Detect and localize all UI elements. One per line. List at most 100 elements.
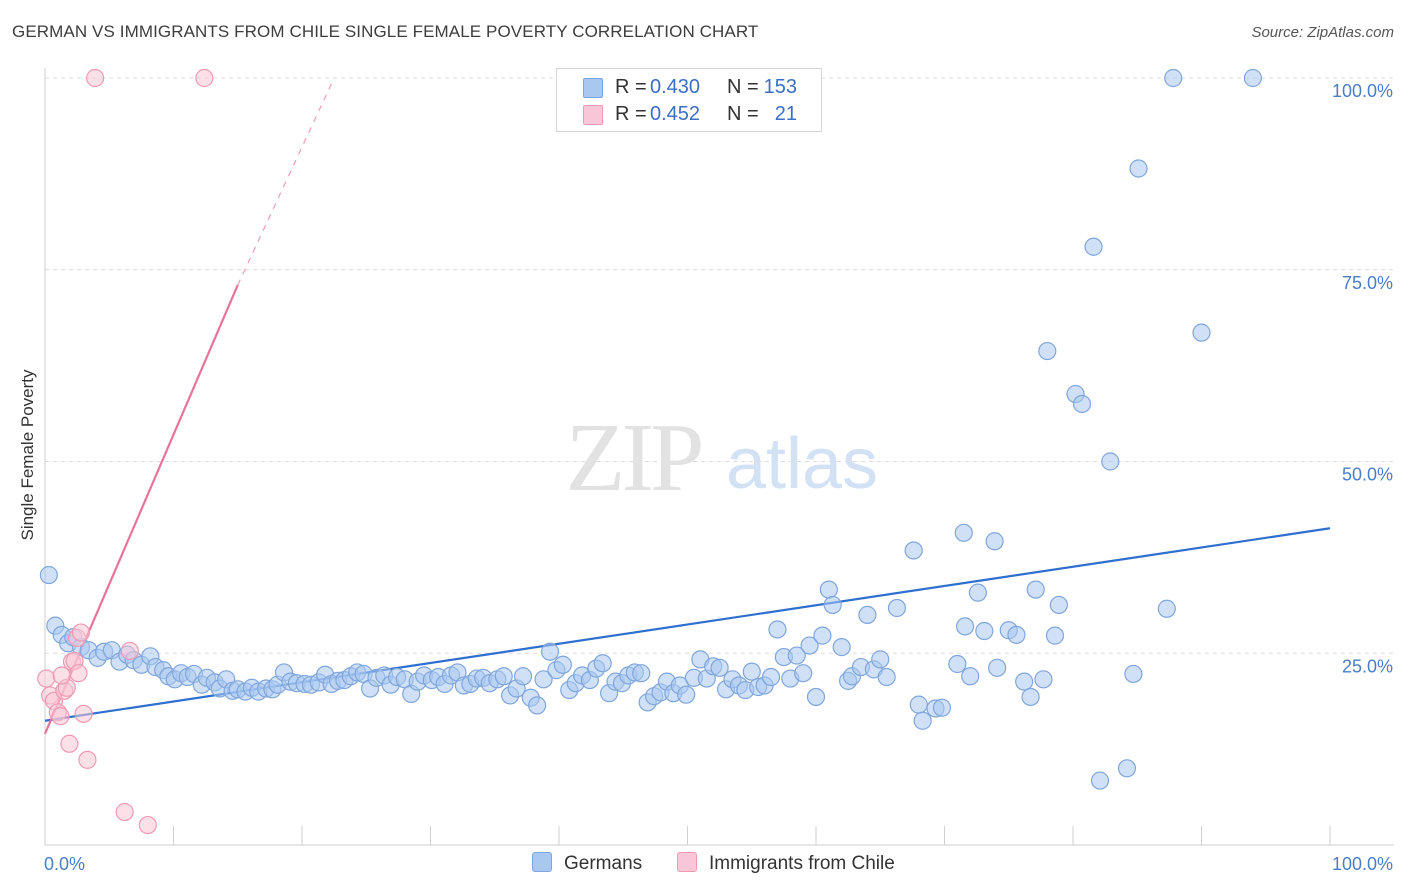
chile-point [115, 802, 134, 822]
german-point [553, 655, 572, 674]
german-point [677, 685, 696, 704]
german-point [1038, 341, 1057, 361]
german-point [1084, 237, 1103, 256]
german-point [39, 565, 58, 585]
watermark-atlas: atlas [726, 424, 878, 504]
german-point [1164, 68, 1183, 88]
german-point [877, 667, 896, 687]
r-value-germans: 0.430 [650, 76, 701, 98]
german-point [961, 667, 980, 686]
german-point [1021, 687, 1040, 707]
chile-point [52, 666, 71, 685]
german-point [761, 667, 781, 687]
watermark-zip: ZIP [566, 404, 701, 512]
german-point [800, 636, 819, 655]
chile-trend-extension [237, 77, 335, 286]
chile-point [120, 641, 139, 661]
chile-point [60, 734, 79, 753]
german-point [794, 664, 813, 683]
german-point [513, 667, 533, 686]
german-point [819, 580, 838, 599]
german-point [806, 687, 826, 707]
chile-point [69, 664, 88, 683]
german-point [955, 617, 975, 636]
german-point [909, 695, 928, 714]
legend-label-germans: Germans [564, 853, 643, 874]
chile-point [78, 750, 97, 769]
source-note: Source: ZipAtlas.com [1251, 24, 1394, 41]
german-point [988, 658, 1007, 677]
x-tick-label: 100.0% [1332, 854, 1393, 874]
n-label: N = [727, 76, 759, 98]
legend-item-chile: Immigrants from Chile [677, 852, 895, 876]
german-point [1124, 664, 1143, 684]
chile-point [71, 623, 91, 642]
german-point [948, 654, 967, 674]
grid-lines [45, 77, 1394, 654]
german-point [823, 595, 842, 615]
german-point [1192, 323, 1211, 342]
x-tick-label: 0.0% [44, 854, 85, 874]
german-point [494, 667, 513, 686]
german-point [1034, 670, 1053, 689]
german-point [975, 621, 994, 641]
german-point [832, 638, 851, 657]
legend-swatch-chile [677, 852, 697, 872]
chile-point [195, 68, 214, 88]
german-point [1243, 68, 1263, 88]
axes [44, 68, 1394, 846]
chile-point [74, 704, 93, 723]
n-label: N = [727, 103, 759, 125]
chile-point [86, 68, 105, 88]
german-point [528, 696, 547, 715]
german-point [913, 711, 932, 730]
y-tick-label: 75.0% [1342, 273, 1393, 293]
german-point [1072, 394, 1092, 414]
r-label: R = [615, 103, 647, 125]
stats-swatch-germans [583, 78, 603, 98]
legend-item-germans: Germans [532, 852, 642, 876]
german-point [540, 642, 560, 661]
german-point [904, 541, 923, 560]
legend-label-chile: Immigrants from Chile [709, 853, 895, 874]
r-value-chile: 0.452 [650, 103, 701, 125]
german-point [813, 626, 832, 645]
n-value-germans: 153 [763, 76, 797, 98]
stats-swatch-chile [583, 105, 603, 125]
german-point [768, 620, 787, 639]
y-tick-label: 25.0% [1342, 656, 1393, 676]
german-point [1045, 626, 1065, 645]
german-point [1007, 625, 1026, 644]
watermark: ZIP atlas [566, 404, 879, 512]
german-point [593, 654, 612, 673]
german-point [1090, 771, 1110, 790]
german-point [858, 605, 877, 625]
german-point [954, 523, 973, 542]
tick-labels: 25.0% 50.0% 75.0% 100.0% 0.0% 100.0% [44, 81, 1393, 874]
german-point [1117, 759, 1137, 778]
german-point [1157, 599, 1176, 618]
german-point [742, 662, 761, 681]
german-point [985, 532, 1004, 551]
stats-box: R = 0.430 N = 153 R = 0.452 N = 21 [556, 68, 822, 132]
chart-title: GERMAN VS IMMIGRANTS FROM CHILE SINGLE F… [12, 22, 759, 41]
legend-swatch-germans [532, 852, 552, 872]
german-point [534, 670, 553, 689]
german-point [871, 650, 890, 669]
german-point [968, 583, 988, 602]
german-point [1026, 580, 1045, 599]
n-value-chile: 21 [774, 103, 797, 125]
german-point [787, 646, 806, 665]
german-point [1015, 672, 1034, 691]
german-point [1101, 452, 1120, 471]
german-point [1129, 159, 1148, 178]
chile-point [138, 815, 157, 835]
chile-point [37, 669, 56, 688]
data-points [37, 68, 1263, 835]
y-tick-label: 100.0% [1332, 81, 1393, 101]
german-point [887, 598, 907, 618]
german-point [932, 698, 952, 717]
german-point [710, 658, 729, 677]
chile-point [51, 707, 70, 726]
